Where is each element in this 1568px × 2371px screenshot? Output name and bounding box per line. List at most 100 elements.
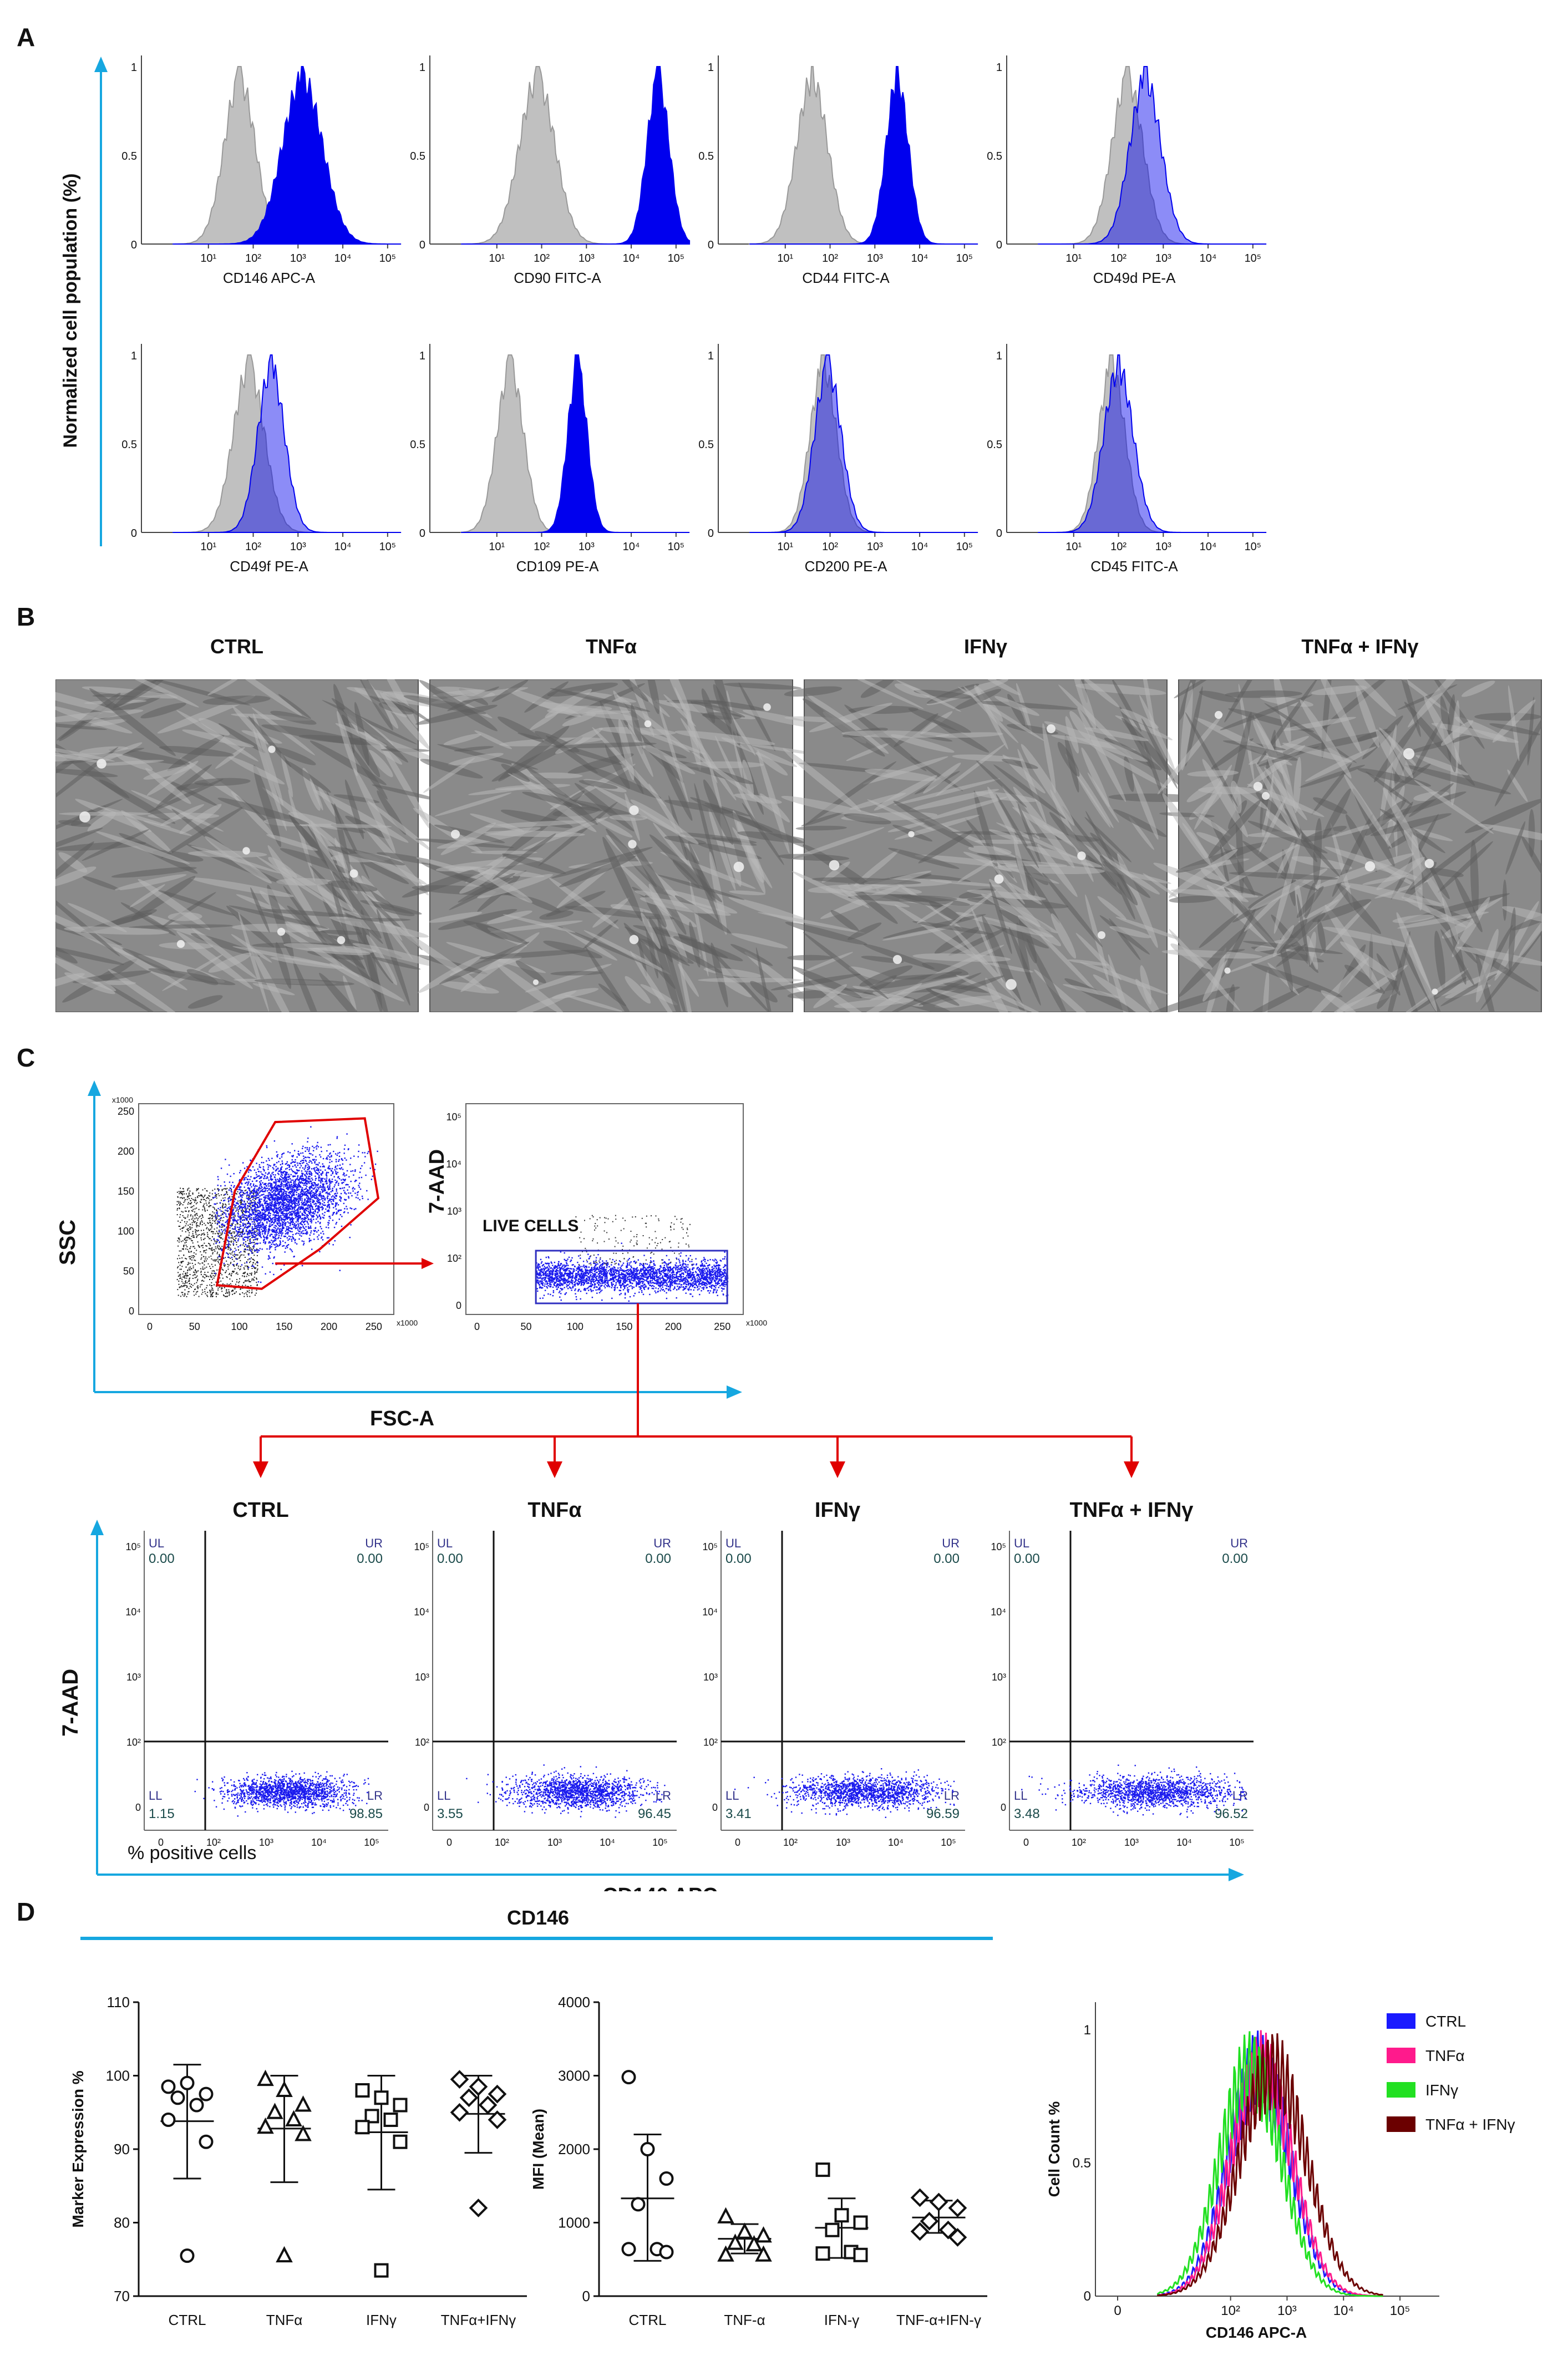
cell-dot [218,1256,220,1257]
cell-dot [249,1213,251,1215]
cell-dot [307,1196,309,1198]
debris-dot [204,1277,206,1278]
debris-dot [215,1281,217,1283]
cell-dot [286,1226,288,1228]
debris-dot [249,1238,251,1240]
debris-dot [232,1251,234,1252]
cell-dot [326,1177,328,1179]
cell-dot [272,1167,274,1169]
debris-dot [187,1291,189,1293]
debris-dot [181,1261,183,1262]
cell-shape [1081,747,1110,808]
cell-dot [269,1223,271,1225]
debris-dot [256,1248,257,1250]
cell-shape [848,895,957,902]
cell-dot [321,1189,323,1191]
cell-dot [245,1215,247,1216]
cell-dot [267,1196,269,1197]
cell-shape [1494,711,1542,807]
debris-dot [194,1260,195,1261]
hist-xtick: 10¹ [489,541,505,553]
cell-dot [273,1236,275,1238]
cell-dot [324,1199,326,1201]
cell-dot [319,1199,321,1201]
debris-dot [180,1191,181,1193]
cell-dot [259,1222,261,1224]
debris-dot [209,1238,210,1240]
debris-dot [180,1277,182,1279]
debris-dot [211,1270,213,1272]
cell-dot [332,1171,334,1173]
cell-dot [296,1170,298,1171]
debris-dot [204,1210,206,1211]
debris-dot [206,1276,208,1277]
cell-dot [275,1218,277,1221]
cell-dot [276,1197,278,1199]
debris-dot [201,1245,203,1246]
cell-shape [1109,926,1151,938]
cell-shape [1144,741,1165,803]
cell-dot [357,1191,359,1193]
debris-dot [196,1275,198,1277]
cell-shape [1379,809,1445,854]
cell-dot [288,1184,290,1186]
cell-dot [306,1202,308,1204]
cell-dot [243,1239,246,1241]
debris-dot [231,1232,232,1234]
cell-dot [263,1187,265,1190]
debris-dot [215,1217,216,1218]
debris-dot [242,1216,243,1218]
cell-dot [277,1172,279,1174]
bright-cell [829,860,840,871]
cell-dot [312,1150,314,1151]
debris-dot [256,1278,257,1280]
cell-shape [692,752,779,815]
cell-dot [267,1234,268,1236]
cell-shape [711,942,728,1008]
cell-dot [277,1188,278,1190]
cell-dot [309,1199,311,1201]
debris-dot [251,1292,252,1294]
cell-dot [274,1219,276,1221]
cell-shape [202,695,271,705]
cell-dot [335,1153,337,1155]
debris-dot [247,1268,249,1270]
debris-dot [202,1247,204,1248]
cell-dot [341,1216,343,1217]
cell-dot [257,1175,258,1177]
debris-dot [181,1230,183,1232]
cell-dot [335,1204,337,1206]
cell-shape [709,679,732,724]
cell-dot [296,1191,297,1194]
debris-dot [197,1195,199,1196]
cell-shape [783,748,861,812]
cell-dot [300,1186,302,1188]
cell-dot [301,1175,303,1177]
cell-dot [215,1242,217,1244]
cell-dot [274,1221,276,1222]
debris-dot [255,1294,256,1296]
cell-dot [367,1199,369,1200]
cell-dot [301,1200,303,1202]
cell-dot [240,1191,242,1193]
cell-dot [297,1209,299,1211]
debris-dot [183,1190,185,1192]
cell-shape [524,896,561,913]
cell-dot [317,1164,318,1165]
hist-xlabel: CD49f PE-A [230,558,308,575]
cell-dot [248,1222,250,1223]
debris-dot [217,1262,219,1263]
cell-dot [343,1173,345,1175]
condition-title-ctrl: CTRL [210,635,263,658]
debris-dot [177,1208,178,1210]
debris-dot [245,1203,247,1205]
debris-dot [215,1273,217,1275]
panel-a-label: A [17,23,35,52]
cell-dot [264,1214,266,1215]
cell-shape [1518,911,1542,958]
cell-dot [338,1209,341,1211]
debris-dot [228,1204,230,1205]
debris-dot [242,1210,244,1212]
debris-dot [185,1282,186,1284]
